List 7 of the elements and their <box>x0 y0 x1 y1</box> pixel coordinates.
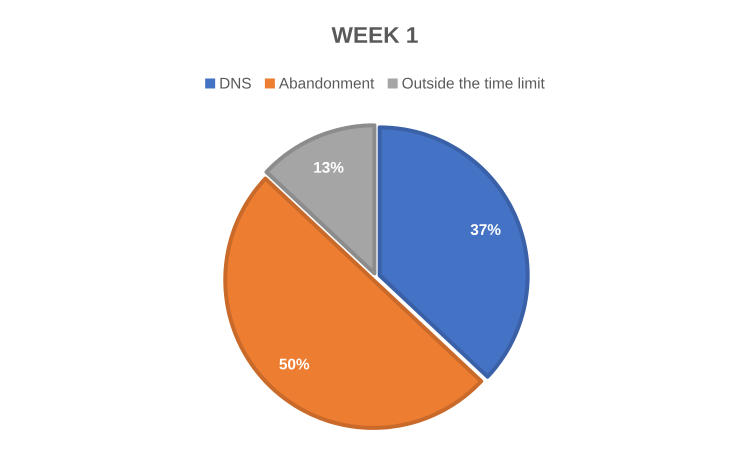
data-label: 37% <box>470 224 501 235</box>
data-label: 50% <box>279 358 310 370</box>
data-label: 13% <box>314 162 344 173</box>
legend-label: Outside the time limit <box>402 77 545 89</box>
legend-label: DNS <box>220 78 251 89</box>
legend-label: Abandonment <box>278 77 374 89</box>
chart-title: WEEK 1 <box>332 27 418 43</box>
